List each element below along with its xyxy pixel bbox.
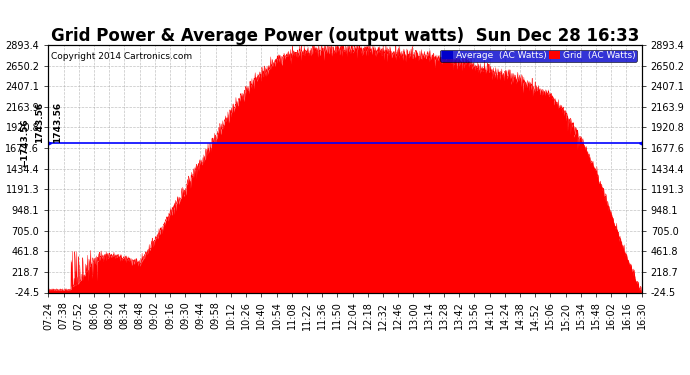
Title: Grid Power & Average Power (output watts)  Sun Dec 28 16:33: Grid Power & Average Power (output watts… xyxy=(51,27,639,45)
Legend: Average  (AC Watts), Grid  (AC Watts): Average (AC Watts), Grid (AC Watts) xyxy=(440,50,637,62)
Text: Copyright 2014 Cartronics.com: Copyright 2014 Cartronics.com xyxy=(51,53,193,62)
Text: 1743.56: 1743.56 xyxy=(53,101,62,142)
Text: 1743.56: 1743.56 xyxy=(34,101,43,142)
Text: ←1743.56: ←1743.56 xyxy=(21,118,30,167)
